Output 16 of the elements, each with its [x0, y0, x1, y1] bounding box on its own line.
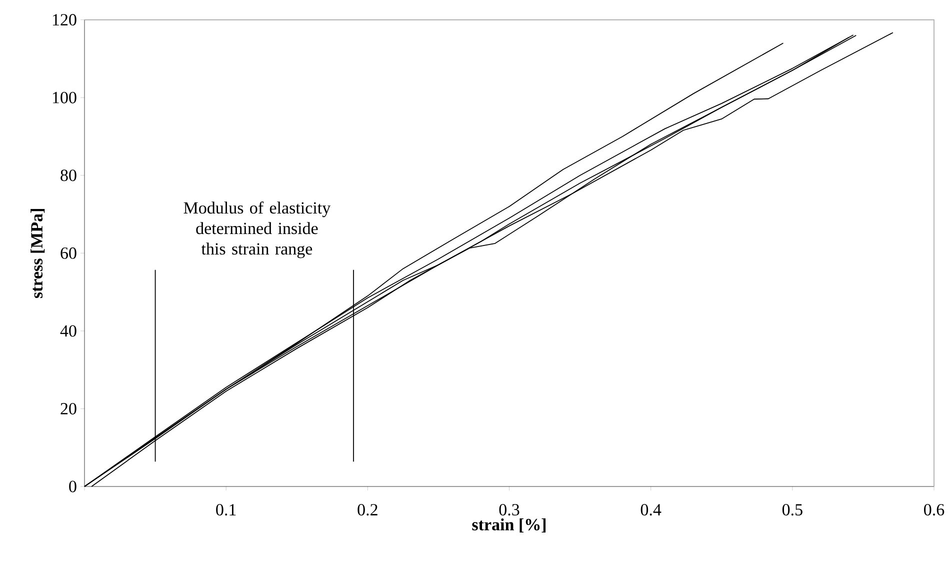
x-tick-label: 0.1 [216, 504, 236, 516]
x-tick-label: 0.4 [640, 504, 662, 516]
y-tick-label: 80 [60, 170, 76, 182]
y-tick-label: 100 [52, 92, 76, 104]
annotation: Modulus of elasticity determined inside this strain range [184, 201, 331, 258]
x-axis-title: strain [%] [472, 518, 546, 532]
x-tick-label: 0.6 [924, 504, 944, 516]
x-tick-label: 0.5 [782, 504, 802, 516]
y-tick-label: 120 [52, 14, 76, 26]
y-tick-label: 20 [60, 402, 76, 414]
y-axis-title: stress [MPa] [30, 209, 45, 298]
x-tick-label: 0.3 [499, 504, 520, 516]
y-tick-label: 0 [69, 480, 76, 492]
y-tick-label: 60 [60, 247, 76, 259]
x-tick-label: 0.2 [358, 504, 378, 516]
y-tick-label: 40 [60, 325, 76, 337]
